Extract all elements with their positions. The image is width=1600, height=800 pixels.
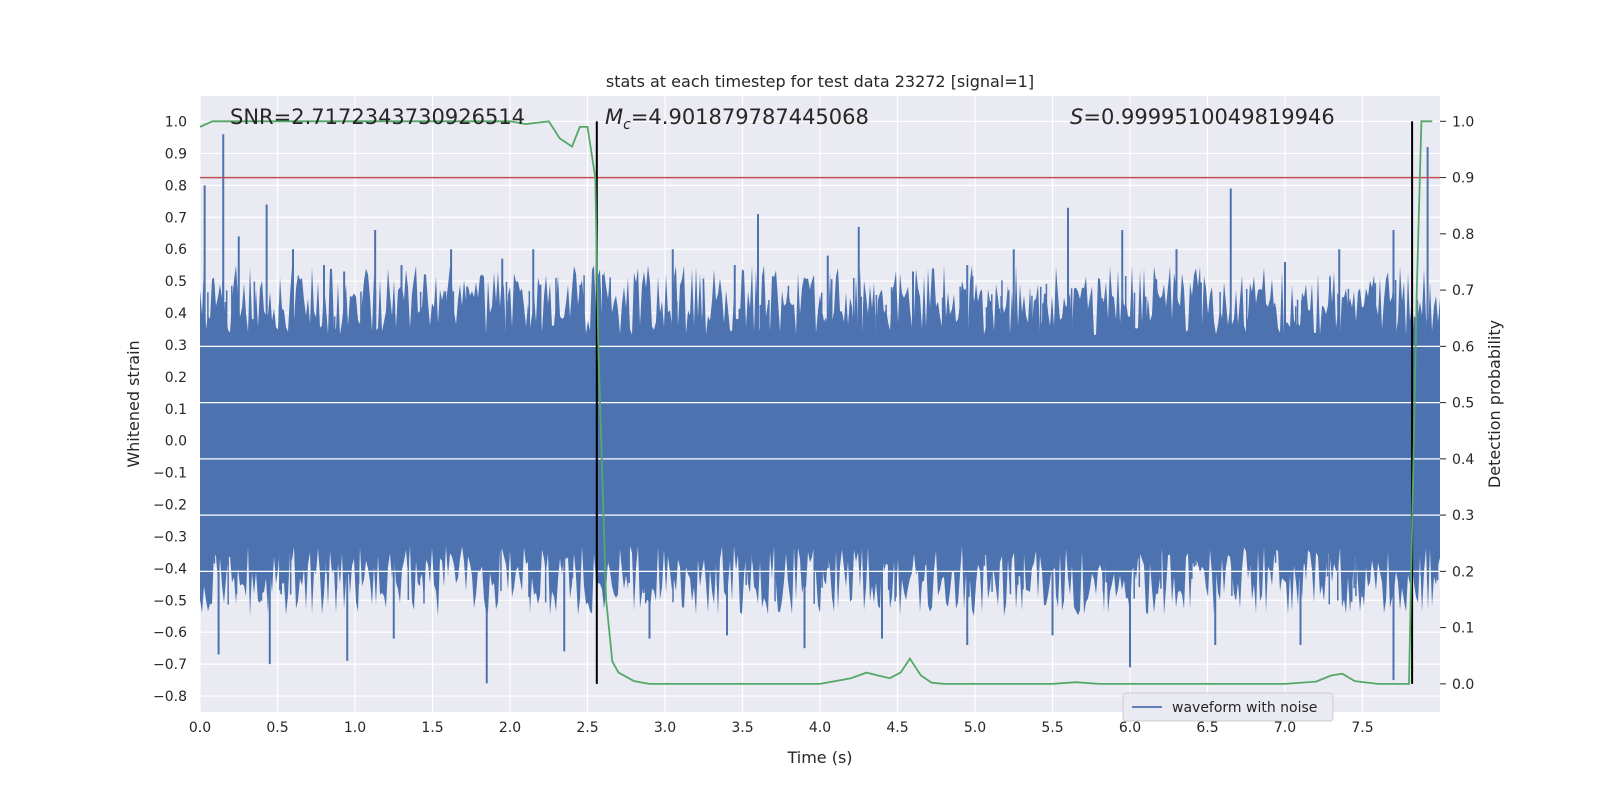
x-tick-label: 5.5 — [1041, 720, 1063, 736]
x-tick-label: 5.0 — [964, 720, 986, 736]
y-right-tick-label: 0.6 — [1452, 339, 1474, 355]
y-right-tick-label: 0.0 — [1452, 677, 1474, 693]
x-tick-label: 7.0 — [1274, 720, 1296, 736]
score-annotation: S=0.9999510049819946 — [1070, 105, 1335, 129]
y-left-tick-label: −0.7 — [153, 657, 187, 673]
x-tick-label: 3.5 — [731, 720, 753, 736]
x-tick-label: 0.5 — [266, 720, 288, 736]
x-tick-label: 3.0 — [654, 720, 676, 736]
chirp-mass-annotation: Mc=4.901879787445068 — [605, 105, 869, 133]
chart-title: stats at each timestep for test data 232… — [606, 72, 1034, 91]
legend-box — [1122, 692, 1334, 722]
y-left-tick-label: −0.1 — [153, 466, 187, 482]
y-left-tick-label: 1.0 — [165, 115, 187, 131]
y-right-tick-label: 0.2 — [1452, 564, 1474, 580]
y-left-tick-label: −0.8 — [153, 689, 187, 705]
x-tick-label: 0.0 — [189, 720, 211, 736]
y-axis-left-label: Whitened strain — [124, 340, 143, 467]
x-tick-label: 1.5 — [421, 720, 443, 736]
y-right-tick-label: 0.9 — [1452, 171, 1474, 187]
legend-label: waveform with noise — [1172, 700, 1317, 716]
y-left-tick-label: 0.9 — [165, 146, 187, 162]
y-left-tick-label: 0.7 — [165, 210, 187, 226]
x-axis-ticks: 0.0 0.5 1.0 1.5 2.0 2.5 3.0 3.5 4.0 4.5 5.0 5.5 6.0 6… — [189, 720, 1374, 736]
y-left-tick-label: 0.4 — [165, 306, 187, 322]
x-tick-label: 1.0 — [344, 720, 366, 736]
y-left-tick-label: 0.5 — [165, 274, 187, 290]
x-tick-label: 2.5 — [576, 720, 598, 736]
chirp-mass-subscript: c — [623, 117, 631, 133]
y-left-tick-label: 0.6 — [165, 242, 187, 258]
y-left-tick-label: −0.6 — [153, 625, 187, 641]
y-left-tick-label: 0.1 — [165, 402, 187, 418]
y-axis-right-label: Detection probability — [1485, 320, 1504, 488]
y-right-tick-label: 0.4 — [1452, 452, 1474, 468]
y-left-tick-label: 0.8 — [165, 178, 187, 194]
y-left-tick-label: 0.2 — [165, 370, 187, 386]
y-right-tick-label: 0.8 — [1452, 227, 1474, 243]
x-tick-label: 6.5 — [1196, 720, 1218, 736]
chirp-mass-value: =4.901879787445068 — [631, 105, 869, 129]
y-right-tick-label: 0.7 — [1452, 283, 1474, 299]
x-axis-label: Time (s) — [786, 748, 852, 767]
y-left-tick-label: −0.4 — [153, 561, 187, 577]
y-left-tick-label: −0.2 — [153, 498, 187, 514]
y-left-tick-label: −0.3 — [153, 529, 187, 545]
legend: waveform with noise — [1122, 692, 1334, 722]
x-tick-label: 4.5 — [886, 720, 908, 736]
detection-probability-line — [200, 120, 1433, 685]
y-left-tick-label: −0.5 — [153, 593, 187, 609]
y-right-tick-label: 1.0 — [1452, 114, 1474, 130]
y-right-tick-label: 0.1 — [1452, 621, 1474, 637]
y-axis-left-ticks: 1.0 0.9 0.8 0.7 0.6 0.5 0.4 0.3 0.2 0.1 0.0 −0.1 −0.… — [153, 115, 187, 706]
y-right-tick-label: 0.5 — [1452, 396, 1474, 412]
y-right-tick-label: 0.3 — [1452, 508, 1474, 524]
x-tick-label: 4.0 — [809, 720, 831, 736]
score-symbol: S — [1070, 105, 1083, 129]
snr-annotation: SNR=2.7172343730926514 — [230, 105, 525, 129]
x-tick-label: 7.5 — [1351, 720, 1373, 736]
y-left-tick-label: 0.0 — [165, 434, 187, 450]
chirp-mass-symbol: M — [605, 105, 623, 129]
score-value: =0.9999510049819946 — [1083, 105, 1334, 129]
x-tick-label: 2.0 — [499, 720, 521, 736]
x-tick-label: 6.0 — [1119, 720, 1141, 736]
y-left-tick-label: 0.3 — [165, 338, 187, 354]
y-axis-right-ticks: 1.0 0.9 0.8 0.7 0.6 0.5 0.4 0.3 0.2 0.1 0.0 — [1440, 114, 1474, 693]
waveform-band — [200, 265, 1440, 617]
waveform-spikes — [203, 134, 1439, 684]
